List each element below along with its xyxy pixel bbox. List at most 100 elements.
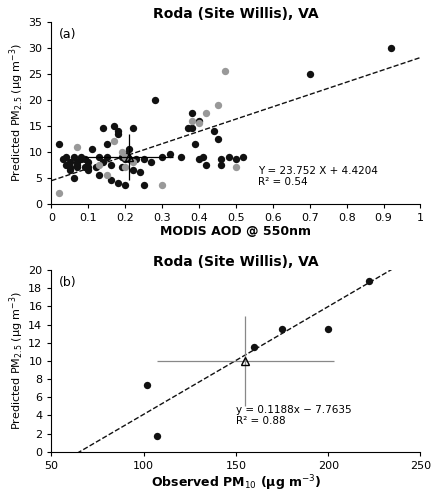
Point: [137, 168, 144, 176]
Point: [279, 325, 286, 333]
Point: [133, 156, 140, 164]
Point: [74, 160, 81, 168]
Point: [85, 166, 92, 174]
Point: [148, 158, 155, 166]
Point: [70, 174, 77, 182]
Point: [196, 156, 203, 164]
Point: [188, 124, 195, 132]
Point: [188, 109, 195, 117]
Point: [166, 150, 173, 158]
Point: [96, 171, 103, 179]
Point: [114, 179, 121, 187]
Point: [78, 153, 85, 161]
Point: [67, 158, 74, 166]
Point: [107, 176, 114, 184]
Point: [196, 116, 203, 124]
Point: [81, 156, 88, 164]
Point: [306, 70, 313, 78]
Point: [159, 153, 166, 161]
Point: [214, 135, 221, 143]
Point: [140, 156, 147, 164]
X-axis label: Observed PM$_{10}$ (μg m$^{-3}$): Observed PM$_{10}$ (μg m$^{-3}$): [151, 474, 321, 493]
Point: [55, 140, 62, 148]
Text: (a): (a): [59, 28, 76, 40]
Point: [325, 325, 332, 333]
Point: [192, 140, 199, 148]
Point: [103, 153, 110, 161]
Point: [88, 145, 95, 153]
Point: [118, 148, 125, 156]
Point: [140, 182, 147, 190]
Point: [203, 160, 210, 168]
Point: [153, 432, 160, 440]
Point: [111, 122, 118, 130]
Point: [233, 156, 240, 164]
Point: [99, 124, 106, 132]
Point: [118, 164, 125, 172]
Point: [70, 153, 77, 161]
Point: [222, 68, 229, 76]
Point: [103, 171, 110, 179]
Title: Roda (Site Willis), VA: Roda (Site Willis), VA: [153, 7, 319, 21]
Title: Roda (Site Willis), VA: Roda (Site Willis), VA: [153, 255, 319, 269]
Point: [114, 130, 121, 138]
Point: [63, 153, 70, 161]
Point: [203, 109, 210, 117]
Point: [388, 44, 395, 52]
Point: [122, 182, 129, 190]
Point: [99, 158, 106, 166]
Point: [225, 153, 232, 161]
Point: [122, 156, 129, 164]
Point: [218, 156, 225, 164]
Point: [129, 158, 136, 166]
Text: y = 0.1188x − 7.7635
R² = 0.88: y = 0.1188x − 7.7635 R² = 0.88: [236, 404, 352, 426]
Point: [81, 164, 88, 172]
Point: [184, 124, 191, 132]
Point: [240, 153, 247, 161]
Point: [63, 160, 70, 168]
Point: [74, 142, 81, 150]
Y-axis label: Predicted PM$_{2.5}$ (μg m$^{-3}$): Predicted PM$_{2.5}$ (μg m$^{-3}$): [7, 44, 25, 182]
Point: [196, 119, 203, 127]
Point: [92, 164, 99, 172]
Text: (b): (b): [59, 276, 77, 288]
Point: [125, 156, 132, 164]
Point: [210, 127, 217, 135]
Point: [78, 156, 85, 164]
Point: [59, 156, 66, 164]
Point: [55, 189, 62, 197]
Point: [177, 153, 184, 161]
Point: [107, 160, 114, 168]
Point: [85, 158, 92, 166]
Point: [103, 140, 110, 148]
Point: [96, 153, 103, 161]
Point: [218, 160, 225, 168]
Point: [365, 277, 372, 285]
Point: [214, 101, 221, 109]
Point: [67, 166, 74, 174]
Point: [129, 166, 136, 174]
Point: [199, 153, 206, 161]
Point: [114, 127, 121, 135]
Point: [233, 164, 240, 172]
Point: [188, 116, 195, 124]
Point: [85, 164, 92, 172]
Point: [144, 380, 151, 388]
X-axis label: MODIS AOD @ 550nm: MODIS AOD @ 550nm: [160, 226, 311, 238]
Point: [122, 150, 129, 158]
Point: [122, 164, 129, 172]
Point: [129, 124, 136, 132]
Point: [125, 145, 132, 153]
Y-axis label: Predicted PM$_{2.5}$ (μg m$^{-3}$): Predicted PM$_{2.5}$ (μg m$^{-3}$): [7, 292, 25, 430]
Point: [74, 164, 81, 172]
Point: [159, 182, 166, 190]
Point: [111, 138, 118, 145]
Point: [96, 160, 103, 168]
Point: [118, 153, 125, 161]
Point: [251, 344, 258, 351]
Text: Y = 23.752 X + 4.4204
R² = 0.54: Y = 23.752 X + 4.4204 R² = 0.54: [258, 166, 378, 187]
Point: [151, 96, 158, 104]
Point: [67, 164, 74, 172]
Point: [122, 153, 129, 161]
Point: [74, 158, 81, 166]
